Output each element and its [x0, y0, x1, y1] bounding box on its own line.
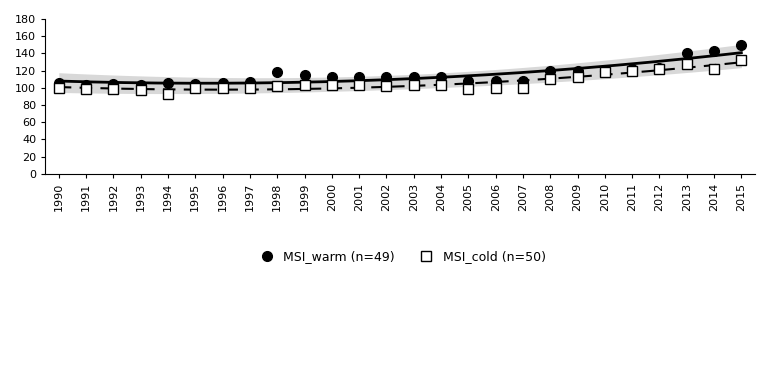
Legend: MSI_warm (n=49), MSI_cold (n=50): MSI_warm (n=49), MSI_cold (n=50) — [249, 245, 551, 268]
